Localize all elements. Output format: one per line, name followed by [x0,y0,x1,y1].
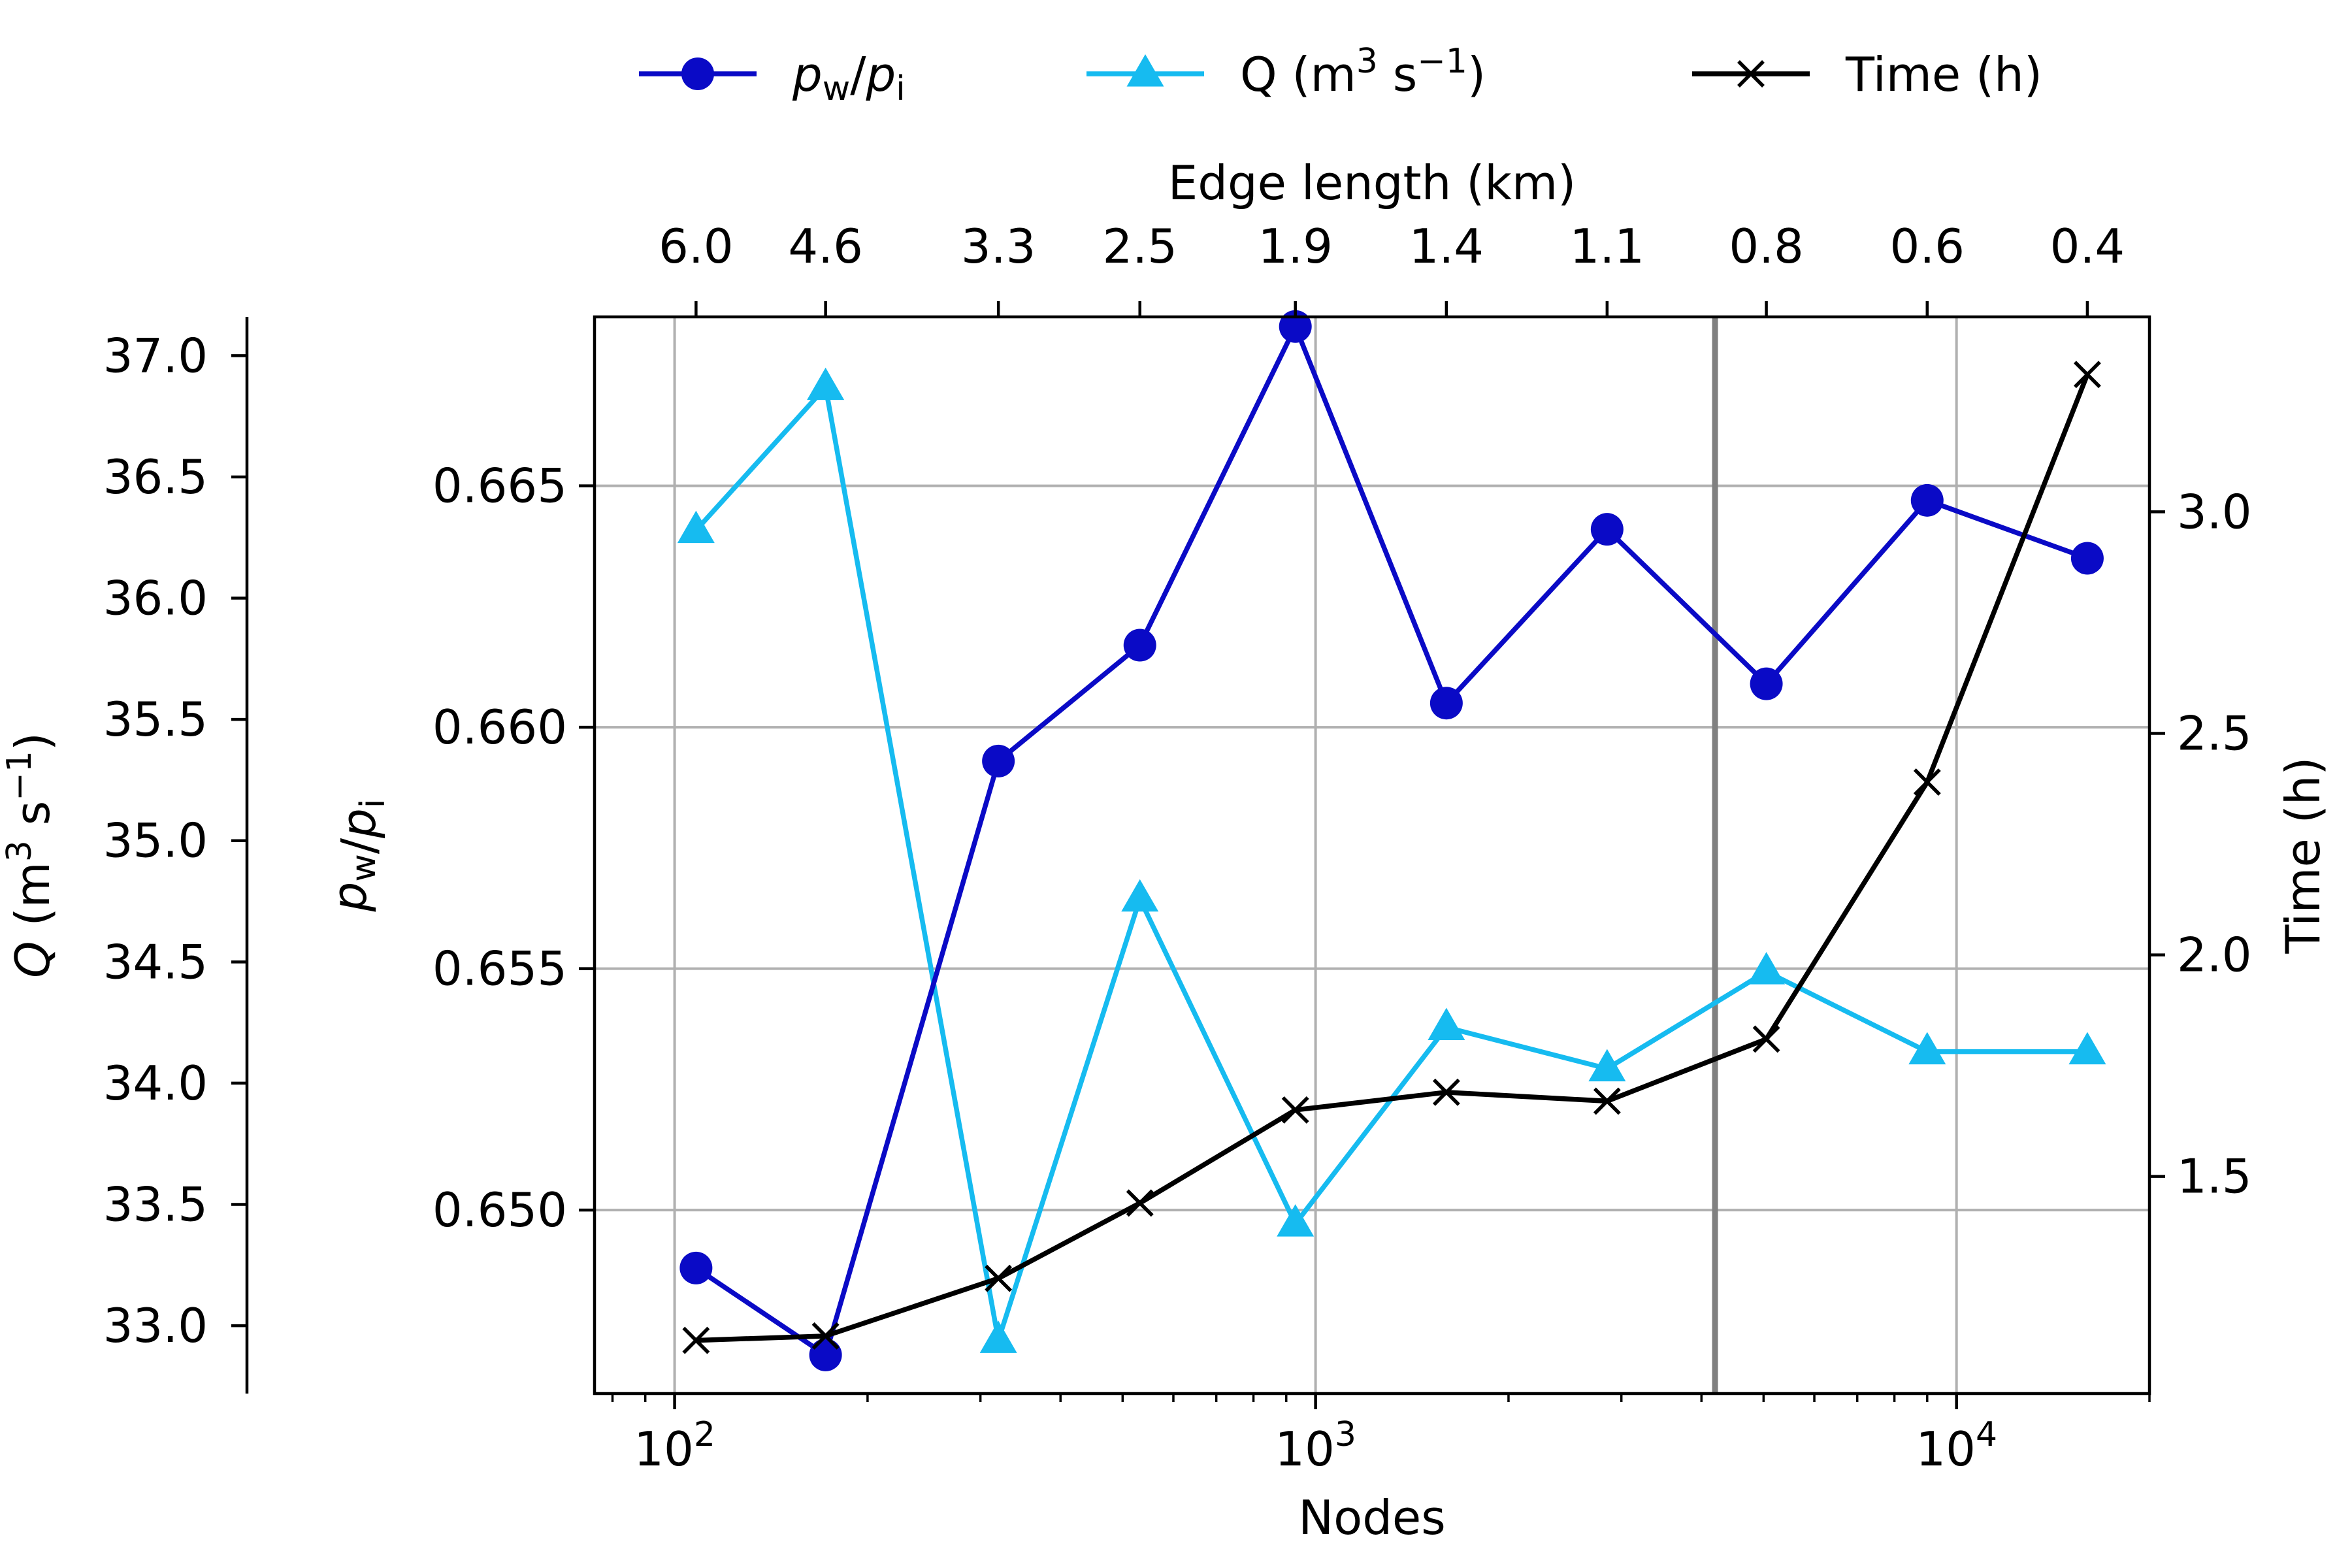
data-point [1279,310,1312,343]
legend-label: pw/pi [792,47,906,108]
far-left-tick-label: 33.0 [103,1298,208,1353]
far-left-tick-label: 36.0 [103,571,208,626]
data-point [1593,1087,1621,1115]
x-tick-label: 104 [1916,1415,1997,1477]
top-tick-label: 0.4 [2050,219,2125,274]
right-tick-label: 2.5 [2177,706,2252,760]
data-point [1123,629,1156,662]
axes: 102 103 104 Nodes 6.0 4.6 3.3 2.5 1.9 1.4 1.1 0.8 0.… [0,155,2330,1545]
top-axis-title: Edge length (km) [1168,155,1576,210]
data-point [1590,513,1624,546]
data-point [1126,1189,1154,1217]
data-point [985,1264,1013,1292]
top-tick-label: 0.6 [1890,219,1965,274]
right-axis-title: Time (h) [2276,757,2330,955]
series-triangle [677,367,2106,1353]
top-tick-label: 6.0 [659,219,734,274]
far-left-tick-label: 34.0 [103,1056,208,1111]
series-line [694,384,2087,1343]
top-tick-label: 1.9 [1258,219,1333,274]
far-left-tick-label: 34.5 [103,934,208,989]
left-tick-label: 0.650 [433,1183,567,1237]
plot-frame [593,315,2151,1396]
top-tick-label: 2.5 [1102,219,1177,274]
far-left-axis-title: Q (m3 s−1) [0,732,60,978]
series-x [682,361,2101,1354]
top-tick-label: 1.4 [1409,219,1484,274]
data-point [1752,1025,1780,1053]
data-point [811,1322,840,1350]
series-layer [677,310,2106,1371]
legend: pw/pi Q (m3 s−1) Time (h) [639,42,2042,108]
data-point [979,1320,1017,1353]
right-tick-label: 2.0 [2177,928,2252,983]
far-left-tick-label: 36.5 [103,449,208,504]
left-tick-label: 0.660 [433,700,567,755]
series-circle [679,310,2104,1371]
top-tick-label: 0.8 [1729,219,1804,274]
far-left-tick-label: 35.0 [103,813,208,868]
top-tick-label: 1.1 [1570,219,1645,274]
data-point [807,367,845,400]
right-tick-label: 1.5 [2177,1149,2252,1204]
data-point [1432,1078,1460,1106]
data-point [1428,1007,1465,1041]
legend-label: Time (h) [1845,47,2042,102]
data-point [2073,361,2101,389]
data-point [681,57,714,90]
axes-frame [245,315,2151,1396]
data-point [1281,1096,1309,1124]
x-tick-label: 102 [634,1415,715,1477]
data-point [982,744,1015,777]
x-tick-label: 103 [1275,1415,1356,1477]
right-tick-label: 3.0 [2177,484,2252,539]
data-point [809,1338,842,1371]
data-point [1908,1032,1946,1065]
left-tick-label: 0.655 [433,941,567,996]
legend-item: Q (m3 s−1) [1086,42,1486,102]
data-point [682,1326,710,1354]
grid-lines [595,317,2149,1394]
legend-item: pw/pi [639,47,906,108]
data-point [1429,687,1463,720]
data-point [1910,483,1944,517]
data-point [677,510,715,544]
data-point [1913,768,1941,796]
far-left-tick-label: 33.5 [103,1177,208,1232]
data-point [679,1251,713,1284]
series-line [696,373,2090,1343]
series-line [694,324,2089,1358]
top-tick-label: 3.3 [961,219,1036,274]
far-left-tick-label: 37.0 [103,328,208,383]
data-point [1750,667,1783,700]
data-point [1588,1049,1626,1082]
legend-item: Time (h) [1692,47,2042,102]
legend-label: Q (m3 s−1) [1240,42,1486,102]
top-tick-label: 4.6 [788,219,863,274]
data-point [1126,54,1164,87]
x-axis-title: Nodes [1298,1490,1445,1545]
left-tick-label: 0.665 [433,459,567,514]
data-point [1121,879,1159,912]
data-point [1748,952,1786,985]
data-point [2068,1032,2106,1065]
data-point [2070,542,2104,575]
left-axis-title: pw/pi [322,799,393,913]
data-point [1277,1204,1315,1237]
far-left-tick-label: 35.5 [103,692,208,747]
data-point [1737,60,1765,88]
